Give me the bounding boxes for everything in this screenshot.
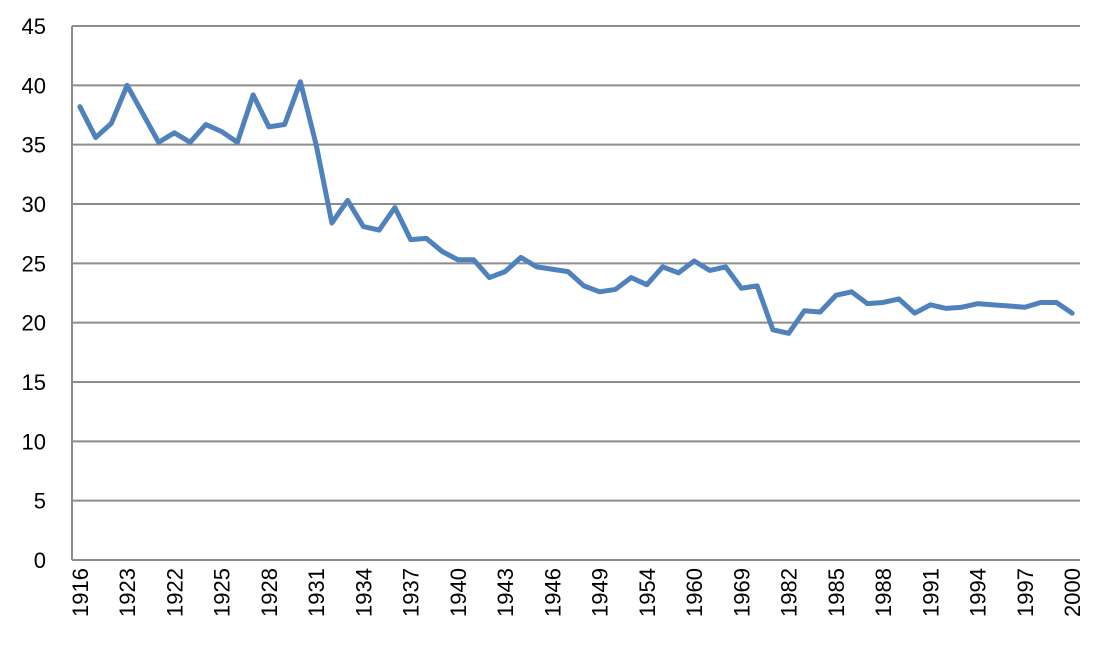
x-tick-label: 1949 bbox=[588, 568, 613, 617]
x-tick-label: 1991 bbox=[918, 568, 943, 617]
y-tick-label: 25 bbox=[22, 251, 46, 276]
x-tick-label: 1934 bbox=[351, 568, 376, 617]
x-tick-label: 1997 bbox=[1013, 568, 1038, 617]
y-tick-label: 35 bbox=[22, 133, 46, 158]
x-tick-label: 1969 bbox=[729, 568, 754, 617]
x-tick-label: 1928 bbox=[257, 568, 282, 617]
y-tick-label: 5 bbox=[34, 489, 46, 514]
x-tick-label: 1946 bbox=[540, 568, 565, 617]
x-tick-label: 1931 bbox=[304, 568, 329, 617]
y-tick-label: 40 bbox=[22, 73, 46, 98]
x-tick-label: 1988 bbox=[871, 568, 896, 617]
x-tick-label: 1954 bbox=[635, 568, 660, 617]
x-tick-label: 1916 bbox=[68, 568, 93, 617]
y-tick-label: 0 bbox=[34, 548, 46, 573]
x-tick-label: 1922 bbox=[162, 568, 187, 617]
x-tick-label: 1923 bbox=[115, 568, 140, 617]
data-line bbox=[77, 79, 1075, 336]
y-tick-label: 30 bbox=[22, 192, 46, 217]
y-tick-label: 15 bbox=[22, 370, 46, 395]
x-tick-label: 1985 bbox=[824, 568, 849, 617]
x-tick-label: 2000 bbox=[1060, 568, 1085, 617]
x-tick-label: 1960 bbox=[682, 568, 707, 617]
y-tick-label: 10 bbox=[22, 429, 46, 454]
x-tick-label: 1925 bbox=[210, 568, 235, 617]
x-tick-label: 1937 bbox=[399, 568, 424, 617]
x-tick-label: 1994 bbox=[966, 568, 991, 617]
x-tick-label: 1943 bbox=[493, 568, 518, 617]
y-tick-label: 20 bbox=[22, 311, 46, 336]
x-tick-label: 1940 bbox=[446, 568, 471, 617]
y-tick-label: 45 bbox=[22, 14, 46, 39]
x-tick-label: 1982 bbox=[777, 568, 802, 617]
